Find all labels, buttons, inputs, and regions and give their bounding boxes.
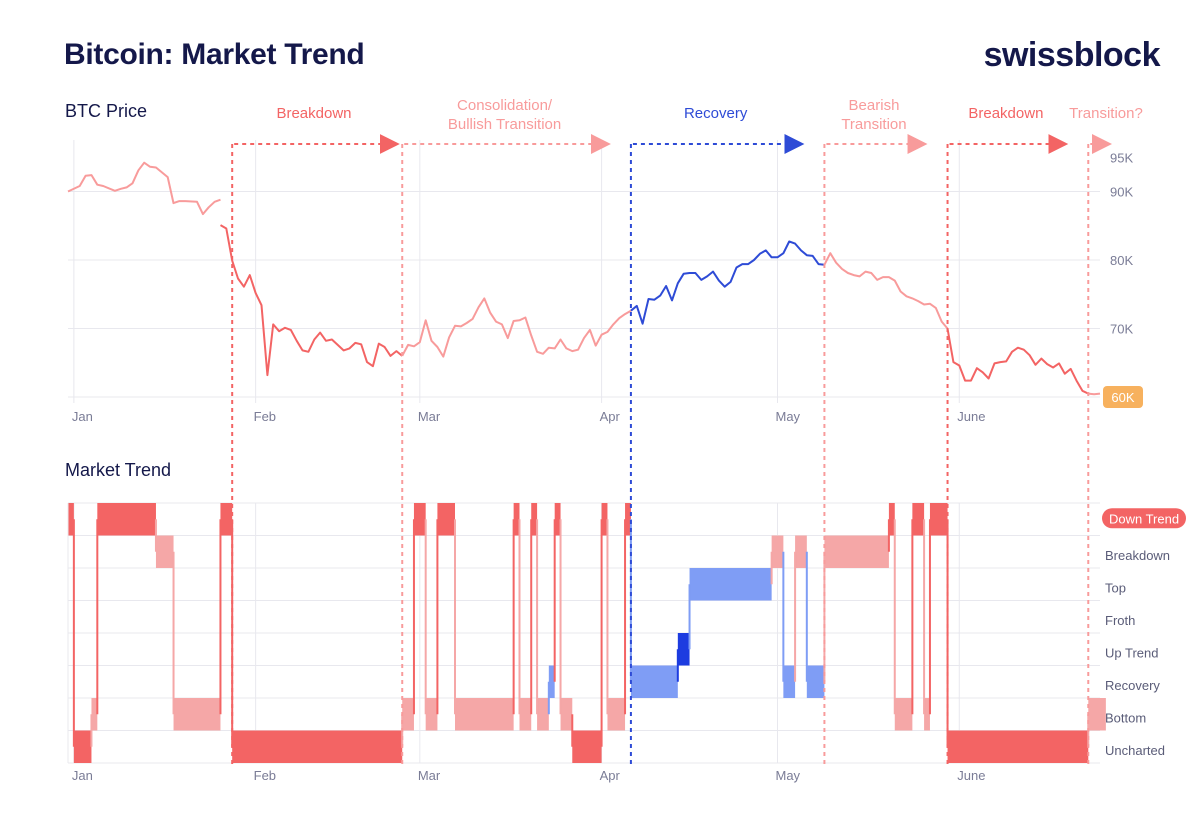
- price-series-line: [219, 224, 403, 377]
- price-current-badge-text: 60K: [1111, 390, 1134, 405]
- trend-segment: [677, 633, 690, 666]
- trend-segment: [601, 503, 608, 536]
- trend-segment: [220, 503, 233, 536]
- trend-segment: [531, 503, 538, 536]
- trend-segment: [630, 665, 678, 698]
- price-series-line: [1088, 392, 1101, 396]
- price-x-tick: Mar: [418, 409, 441, 424]
- trend-segment: [572, 730, 602, 763]
- trend-segment: [929, 503, 948, 536]
- level-label-down-trend: Down Trend: [1109, 511, 1179, 526]
- trend-segment: [625, 503, 631, 536]
- price-series-line: [401, 297, 632, 358]
- price-x-tick: May: [776, 409, 801, 424]
- level-label: Froth: [1105, 613, 1135, 628]
- phase-label: Consolidation/: [457, 97, 553, 114]
- phase-label: Breakdown: [968, 105, 1043, 122]
- trend-segment: [795, 535, 807, 568]
- price-x-tick: Jan: [72, 409, 93, 424]
- trend-segment: [947, 730, 1089, 763]
- trend-x-tick: Feb: [254, 768, 276, 783]
- trend-segment: [888, 503, 895, 536]
- trend-segment: [402, 698, 414, 731]
- price-x-tick: Apr: [600, 409, 621, 424]
- phase-label: Bullish Transition: [448, 116, 561, 133]
- trend-segment: [437, 503, 455, 536]
- trend-segment: [155, 535, 174, 568]
- trend-segment: [1088, 698, 1106, 731]
- trend-segment: [771, 535, 784, 568]
- trend-segment: [425, 698, 438, 731]
- trend-segment: [554, 503, 561, 536]
- trend-segment: [560, 698, 573, 731]
- trend-x-tick: June: [957, 768, 985, 783]
- phase-label: Transition: [841, 116, 906, 133]
- chart-title: Bitcoin: Market Trend: [64, 38, 365, 71]
- level-label: Bottom: [1105, 710, 1146, 725]
- price-y-tick: 70K: [1110, 322, 1133, 337]
- trend-segment: [73, 730, 92, 763]
- trend-segment: [68, 503, 74, 536]
- trend-segment: [413, 503, 426, 536]
- price-section-title: BTC Price: [65, 101, 147, 121]
- trend-segment: [455, 698, 514, 731]
- phase-label: Recovery: [684, 105, 748, 122]
- price-y-tick: 95K: [1110, 150, 1133, 165]
- trend-segment: [91, 698, 98, 731]
- trend-x-tick: May: [776, 768, 801, 783]
- price-series-line: [67, 161, 221, 216]
- price-series-line: [946, 328, 1089, 395]
- level-label: Breakdown: [1105, 548, 1170, 563]
- trend-x-tick: Apr: [600, 768, 621, 783]
- trend-segment: [806, 665, 825, 698]
- trend-x-tick: Mar: [418, 768, 441, 783]
- trend-segment: [783, 665, 796, 698]
- trend-segment: [537, 698, 549, 731]
- phase-annotations: Breakdown Consolidation/Bullish Transitio…: [231, 97, 1143, 764]
- trend-segment: [97, 503, 156, 536]
- trend-segment: [519, 698, 532, 731]
- price-y-tick: 80K: [1110, 253, 1133, 268]
- level-label: Top: [1105, 580, 1126, 595]
- level-label: Uncharted: [1105, 743, 1165, 758]
- trend-segment: [513, 503, 520, 536]
- trend-x-tick: Jan: [72, 768, 93, 783]
- price-x-tick: June: [957, 409, 985, 424]
- price-x-tick: Feb: [254, 409, 276, 424]
- price-series-line: [630, 240, 825, 325]
- level-badge-down-trend: [1102, 508, 1186, 529]
- trend-segment: [894, 698, 913, 731]
- phase-label: Transition?: [1069, 105, 1143, 122]
- level-label: Up Trend: [1105, 645, 1158, 660]
- trend-segment: [548, 665, 555, 698]
- trend-segment: [173, 698, 221, 731]
- trend-segment: [689, 568, 772, 601]
- trend-chart: Market Trend Down Trend Breakdown Top Froth U…: [65, 460, 1186, 783]
- price-series-line: [823, 252, 949, 330]
- trend-section-title: Market Trend: [65, 460, 171, 480]
- trend-segment: [824, 535, 889, 568]
- phase-label: Bearish: [849, 97, 900, 114]
- trend-segment: [912, 503, 925, 536]
- price-chart: BTC Price 60K 70K 80K 90K 95K Jan Feb Mar Apr May J…: [65, 101, 1143, 424]
- brand-logo: swissblock: [983, 36, 1161, 74]
- price-current-badge: [1103, 386, 1143, 408]
- trend-segment: [924, 698, 930, 731]
- trend-segment: [232, 730, 403, 763]
- trend-segment: [607, 698, 626, 731]
- phase-label: Breakdown: [276, 105, 351, 122]
- level-label: Recovery: [1105, 678, 1160, 693]
- price-y-tick: 90K: [1110, 185, 1133, 200]
